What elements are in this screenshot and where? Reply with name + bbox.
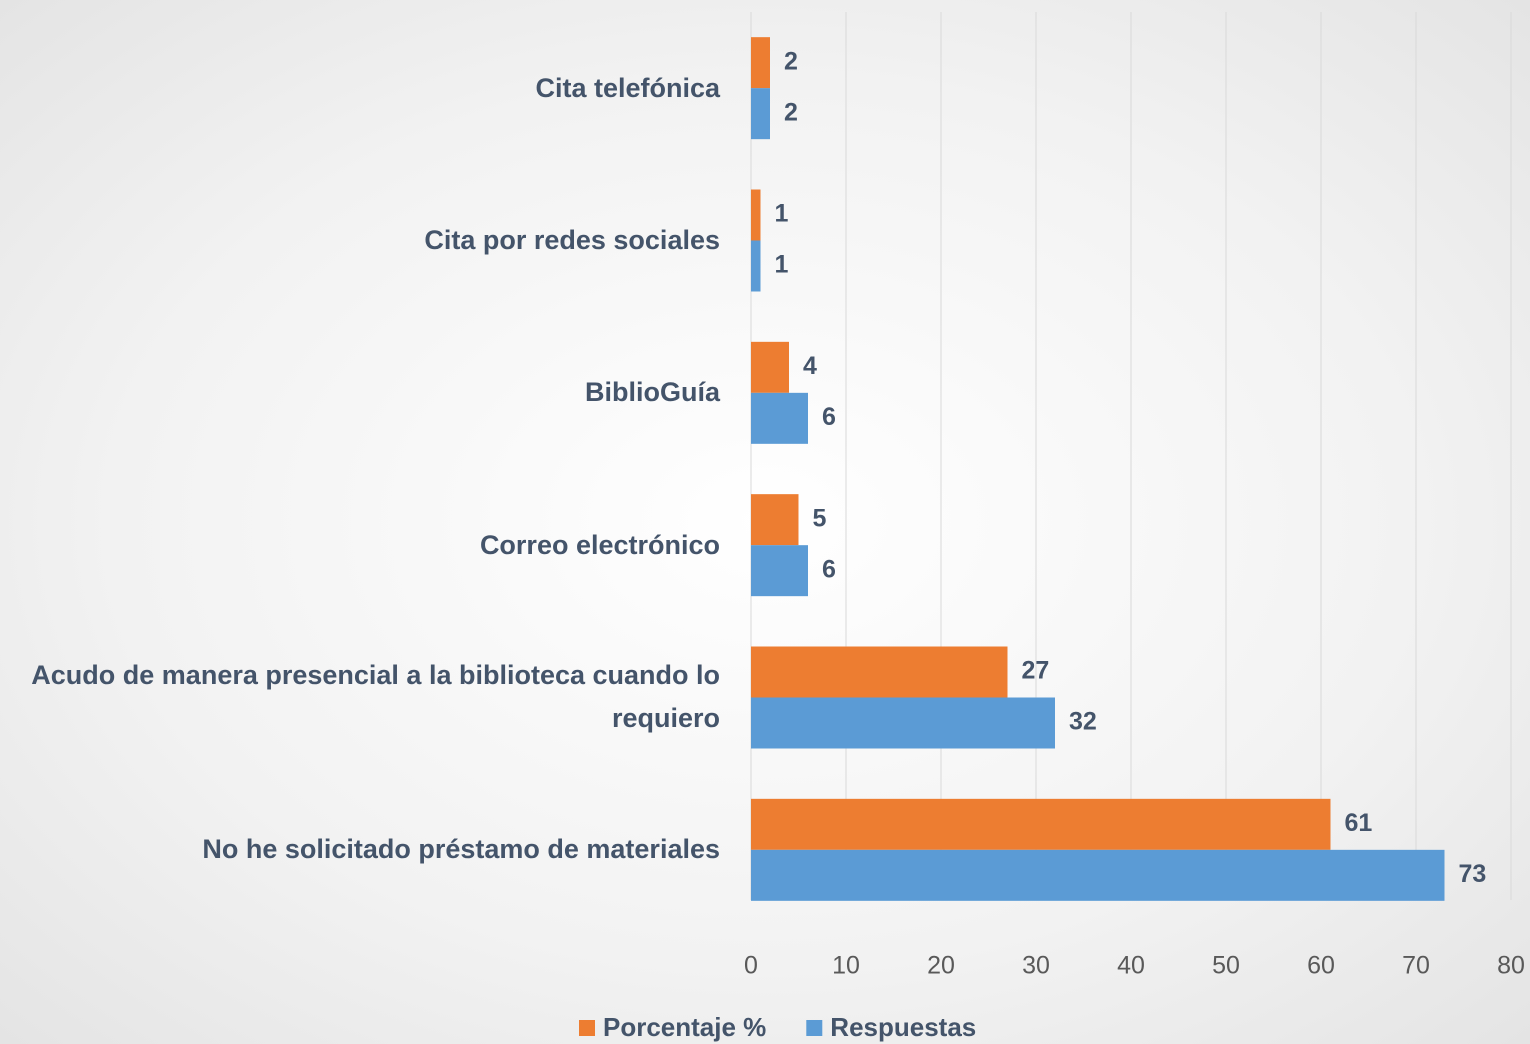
category-label: Acudo de manera presencial a la bibliote… xyxy=(31,660,720,734)
bar xyxy=(751,545,808,597)
bar xyxy=(751,189,761,241)
data-label: 27 xyxy=(1022,657,1050,685)
x-tick-label: 40 xyxy=(1117,952,1145,980)
data-label: 1 xyxy=(775,251,789,279)
data-label: 2 xyxy=(784,47,798,75)
bar xyxy=(751,697,1055,749)
bar xyxy=(751,798,1331,850)
data-label: 6 xyxy=(822,403,836,431)
data-label: 5 xyxy=(813,504,827,532)
x-tick-label: 20 xyxy=(927,952,955,980)
x-tick-label: 70 xyxy=(1402,952,1430,980)
data-label: 1 xyxy=(775,200,789,228)
data-label: 32 xyxy=(1069,708,1097,736)
bar xyxy=(751,646,1008,698)
legend-label: Porcentaje % xyxy=(603,1012,766,1042)
data-label: 73 xyxy=(1459,860,1487,888)
bar xyxy=(751,392,808,444)
category-label: Correo electrónico xyxy=(479,529,720,560)
x-tick-label: 30 xyxy=(1022,952,1050,980)
x-tick-label: 60 xyxy=(1307,952,1335,980)
x-tick-label: 80 xyxy=(1497,952,1525,980)
bar xyxy=(751,240,761,292)
data-label: 6 xyxy=(822,555,836,583)
bar xyxy=(751,37,770,89)
x-tick-label: 50 xyxy=(1212,952,1240,980)
legend-swatch xyxy=(806,1020,823,1036)
data-label: 2 xyxy=(784,98,798,126)
bar xyxy=(751,88,770,140)
category-label: Cita telefónica xyxy=(535,72,720,103)
data-label: 4 xyxy=(803,352,817,380)
category-label: Cita por redes sociales xyxy=(424,224,720,255)
x-tick-label: 0 xyxy=(744,952,758,980)
bar xyxy=(751,849,1445,901)
x-tick-label: 10 xyxy=(832,952,860,980)
bar xyxy=(751,341,789,393)
category-label: BiblioGuía xyxy=(585,377,720,408)
data-label: 61 xyxy=(1345,809,1373,837)
bar xyxy=(751,494,799,546)
legend-swatch xyxy=(579,1020,595,1036)
category-label: No he solicitado préstamo de materiales xyxy=(202,834,720,865)
legend-label: Respuestas xyxy=(830,1012,976,1042)
